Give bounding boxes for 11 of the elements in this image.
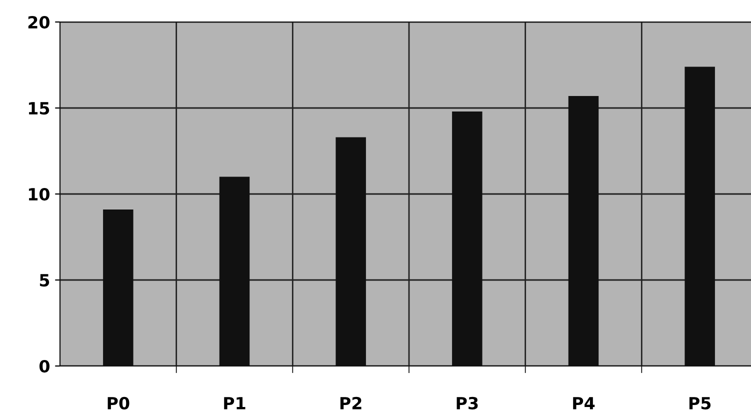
y-tick-label: 5 (40, 274, 50, 287)
x-tick-label: P0 (108, 396, 130, 410)
x-tick-label: P5 (689, 397, 711, 410)
x-tick-label: P3 (456, 396, 478, 410)
y-tick-label: 0 (39, 360, 50, 373)
x-tick-label: P2 (340, 396, 362, 410)
x-tick-label: P4 (573, 397, 595, 410)
y-tick-label: 10 (28, 188, 50, 201)
x-tick-label: P1 (224, 397, 246, 410)
y-tick-label: 20 (28, 16, 50, 29)
y-tick-label: 15 (28, 102, 50, 115)
